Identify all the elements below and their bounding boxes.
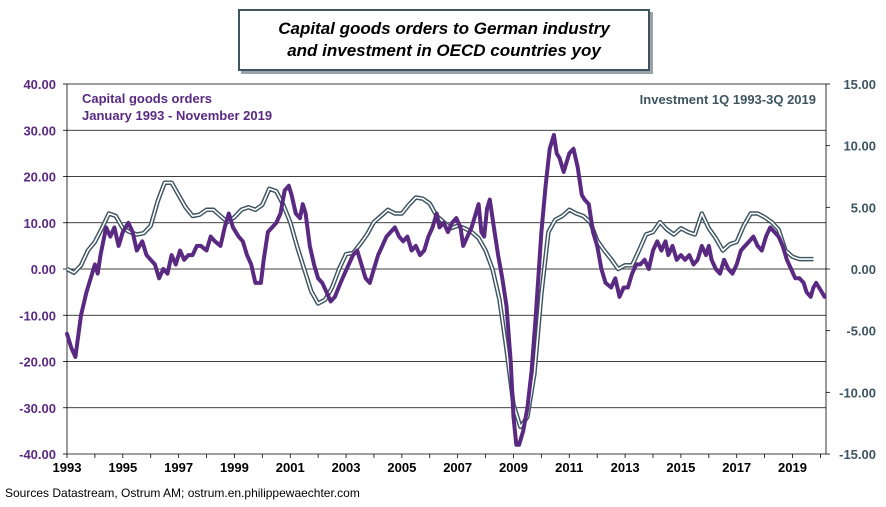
chart-title-line2: and investment in OECD countries yoy	[287, 41, 601, 60]
legend-orders: Capital goods orders January 1993 - Nove…	[82, 90, 272, 124]
legend-orders-period: January 1993 - November 2019	[82, 108, 273, 123]
gridlines	[67, 83, 826, 455]
left-tick-label: -20.00	[19, 355, 56, 370]
orders-line	[65, 132, 827, 447]
left-tick-label: 40.00	[23, 77, 56, 92]
right-tick-label: 5.00	[851, 200, 876, 215]
x-tick-label: 2009	[499, 460, 528, 475]
left-tick-label: 10.00	[23, 216, 56, 231]
x-tick-label: 2011	[555, 460, 583, 475]
x-tick-label: 1995	[108, 460, 137, 475]
left-tick-label: -40.00	[19, 447, 56, 462]
left-y-axis: -40.00 -30.00 -20.00 -10.00 0.00 10.00 20.00 30…	[19, 77, 67, 462]
left-tick-label: -10.00	[19, 308, 56, 323]
right-tick-label: -5.00	[846, 324, 876, 339]
right-tick-label: 0.00	[851, 262, 876, 277]
right-tick-label: -10.00	[839, 385, 876, 400]
x-tick-label: 2007	[443, 460, 472, 475]
right-tick-label: -15.00	[839, 447, 876, 462]
right-y-axis: -15.00 -10.00 -5.00 0.00 5.00 10.00 15.00	[826, 77, 876, 462]
x-tick-label: 2001	[276, 460, 305, 475]
chart-title-line1: Capital goods orders to German industry	[278, 19, 610, 38]
legend-orders-label: Capital goods orders	[82, 91, 213, 106]
x-tick-label: 2013	[611, 460, 640, 475]
chart-title-box: Capital goods orders to German industry …	[238, 9, 650, 71]
legend-investment: Investment 1Q 1993-3Q 2019	[639, 92, 816, 107]
series-lines	[65, 132, 827, 447]
left-tick-label: 0.00	[31, 262, 56, 277]
right-tick-label: 10.00	[843, 139, 876, 154]
x-tick-label: 1999	[220, 460, 249, 475]
x-tick-label: 2017	[722, 460, 751, 475]
x-tick-label: 2015	[666, 460, 695, 475]
left-tick-label: 30.00	[23, 123, 56, 138]
source-note: Sources Datastream, Ostrum AM; ostrum.en…	[5, 486, 360, 500]
x-tick-label: 1993	[53, 460, 82, 475]
left-tick-label: 20.00	[23, 170, 56, 185]
x-tick-label: 2005	[387, 460, 416, 475]
investment-line	[66, 181, 814, 428]
right-tick-label: 15.00	[843, 77, 876, 92]
left-tick-label: -30.00	[19, 401, 56, 416]
x-tick-label: 1997	[164, 460, 193, 475]
x-tick-label: 2003	[332, 460, 361, 475]
x-tick-label: 2019	[778, 460, 807, 475]
x-axis: 1993 1995 1997 1999 2001 2003 2005 2007 2009 2011…	[53, 454, 821, 475]
